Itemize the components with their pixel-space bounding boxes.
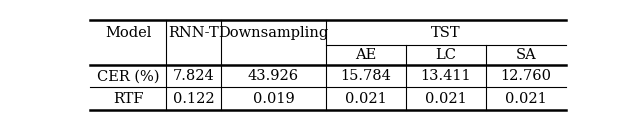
Text: 7.824: 7.824: [173, 69, 214, 83]
Text: Downsampling: Downsampling: [218, 26, 328, 39]
Text: 15.784: 15.784: [340, 69, 391, 83]
Text: LC: LC: [435, 48, 456, 62]
Text: SA: SA: [516, 48, 536, 62]
Text: 43.926: 43.926: [248, 69, 299, 83]
Text: 12.760: 12.760: [500, 69, 552, 83]
Text: 0.021: 0.021: [425, 92, 467, 106]
Text: Model: Model: [105, 26, 151, 39]
Text: 0.019: 0.019: [253, 92, 294, 106]
Text: 0.021: 0.021: [345, 92, 387, 106]
Text: 13.411: 13.411: [420, 69, 471, 83]
Text: TST: TST: [431, 26, 461, 39]
Text: RTF: RTF: [113, 92, 143, 106]
Text: 0.021: 0.021: [505, 92, 547, 106]
Text: RNN-T: RNN-T: [168, 26, 219, 39]
Text: CER (%): CER (%): [97, 69, 159, 83]
Text: 0.122: 0.122: [173, 92, 214, 106]
Text: AE: AE: [355, 48, 376, 62]
